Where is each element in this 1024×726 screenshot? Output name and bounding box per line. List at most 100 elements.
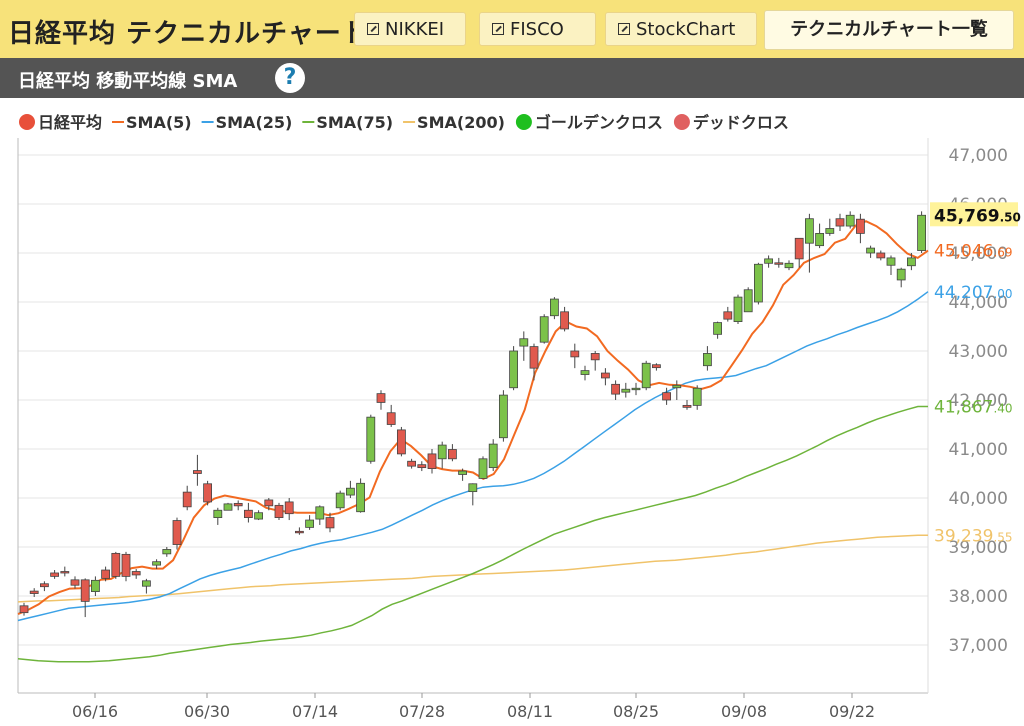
x-tick-label: 07/14 xyxy=(292,702,338,721)
chart-title-bar: 日経平均 移動平均線 SMA ? xyxy=(0,58,1024,98)
sma5-line xyxy=(17,220,929,616)
y-tick-label: 47,000 xyxy=(949,146,1008,166)
candle-body xyxy=(509,350,519,389)
legend-label: 日経平均 xyxy=(38,113,102,132)
candle-body xyxy=(570,350,580,358)
x-tick-label: 06/16 xyxy=(72,702,118,721)
candle-body xyxy=(50,572,59,577)
nikkei-link-button[interactable]: NIKKEI xyxy=(354,12,466,46)
candle-body xyxy=(233,502,243,507)
candle-body xyxy=(662,392,671,401)
stockchart-link-button[interactable]: StockChart xyxy=(605,12,757,46)
candle-body xyxy=(519,338,529,347)
candle-body xyxy=(335,492,345,509)
candle-body xyxy=(886,257,896,266)
sma75-line xyxy=(17,405,928,663)
candle-body xyxy=(529,346,539,369)
candle-body xyxy=(754,263,763,303)
candle-body xyxy=(213,509,223,518)
candle-body xyxy=(172,520,182,545)
x-tick-label: 09/22 xyxy=(829,702,875,721)
candle-body xyxy=(305,519,315,528)
sma75-last-value: 41,867.40 xyxy=(934,397,1013,417)
y-tick-label: 41,000 xyxy=(949,440,1008,460)
candle-body xyxy=(407,460,417,467)
candle-body xyxy=(80,579,90,602)
candle-body xyxy=(713,322,722,335)
candle-body xyxy=(376,393,386,403)
candle-body xyxy=(274,504,284,519)
candle-body xyxy=(91,579,100,592)
candle-body xyxy=(876,252,886,259)
legend-label: SMA(200) xyxy=(417,113,505,132)
sma-chart: 47,00046,00045,00044,00043,00042,00041,0… xyxy=(17,113,1021,721)
legend-marker-dot xyxy=(515,114,532,130)
candle-body xyxy=(325,517,335,529)
candle-body xyxy=(652,364,661,369)
candle-body xyxy=(19,605,29,614)
candle-body xyxy=(386,412,396,425)
external-link-icon xyxy=(367,23,379,35)
candle-body xyxy=(794,237,804,260)
candle-body xyxy=(182,491,192,508)
help-icon[interactable]: ? xyxy=(275,63,305,93)
candle-body xyxy=(427,453,437,469)
x-tick-label: 06/30 xyxy=(184,702,230,721)
candle-body xyxy=(40,583,49,588)
candle-body xyxy=(784,262,794,269)
legend-label: ゴールデンクロス xyxy=(535,113,663,132)
candle-body xyxy=(550,298,559,317)
external-link-icon xyxy=(492,23,504,35)
candle-body xyxy=(141,580,151,587)
candle-body xyxy=(131,571,141,576)
candle-body xyxy=(774,262,784,265)
candle-body xyxy=(315,506,325,520)
candle-body xyxy=(437,444,447,460)
candle-body xyxy=(203,483,213,503)
candle-body xyxy=(70,579,80,586)
candle-body xyxy=(162,549,172,555)
candle-body xyxy=(284,501,294,515)
sma5-last-value: 45,046.69 xyxy=(934,242,1013,262)
x-tick-label: 08/25 xyxy=(613,702,659,721)
candle-body xyxy=(264,499,274,507)
candle-body xyxy=(703,353,712,367)
candle-body xyxy=(580,370,590,375)
sma200-last-value: 39,239.55 xyxy=(934,526,1013,546)
candle-body xyxy=(917,214,926,251)
y-tick-label: 44,000 xyxy=(949,293,1008,313)
candle-body xyxy=(601,372,610,379)
candle-body xyxy=(805,218,814,244)
candle-body xyxy=(907,257,916,267)
legend-label: SMA(5) xyxy=(126,113,192,132)
x-tick-label: 09/08 xyxy=(721,702,767,721)
stockchart-link-label: StockChart xyxy=(636,19,736,40)
candle-body xyxy=(294,530,304,534)
candle-body xyxy=(611,383,620,395)
legend-marker-dot xyxy=(19,114,35,130)
candle-body xyxy=(468,483,478,493)
candle-body xyxy=(743,289,753,313)
legend-label: デッドクロス xyxy=(693,113,789,132)
candle-body xyxy=(223,503,233,511)
fisco-link-button[interactable]: FISCO xyxy=(479,12,596,46)
candle-body xyxy=(856,218,865,234)
technical-chart-list-button[interactable]: テクニカルチャート一覧 xyxy=(764,10,1014,50)
candle-body xyxy=(152,561,162,566)
candle-body xyxy=(764,258,773,264)
candle-body xyxy=(243,509,253,518)
candle-body xyxy=(366,416,376,462)
candle-body xyxy=(458,470,468,475)
candle-body xyxy=(60,571,70,574)
y-tick-label: 39,000 xyxy=(949,538,1008,558)
candle-body xyxy=(345,487,355,496)
candle-body xyxy=(590,353,600,361)
candle-body xyxy=(447,449,457,460)
candle-body xyxy=(29,590,39,594)
candle-body xyxy=(672,384,682,389)
y-tick-label: 37,000 xyxy=(949,636,1008,656)
candle-body xyxy=(845,214,855,227)
candle-body xyxy=(101,569,110,579)
y-tick-label: 38,000 xyxy=(949,587,1008,607)
sma200-line xyxy=(17,534,928,603)
